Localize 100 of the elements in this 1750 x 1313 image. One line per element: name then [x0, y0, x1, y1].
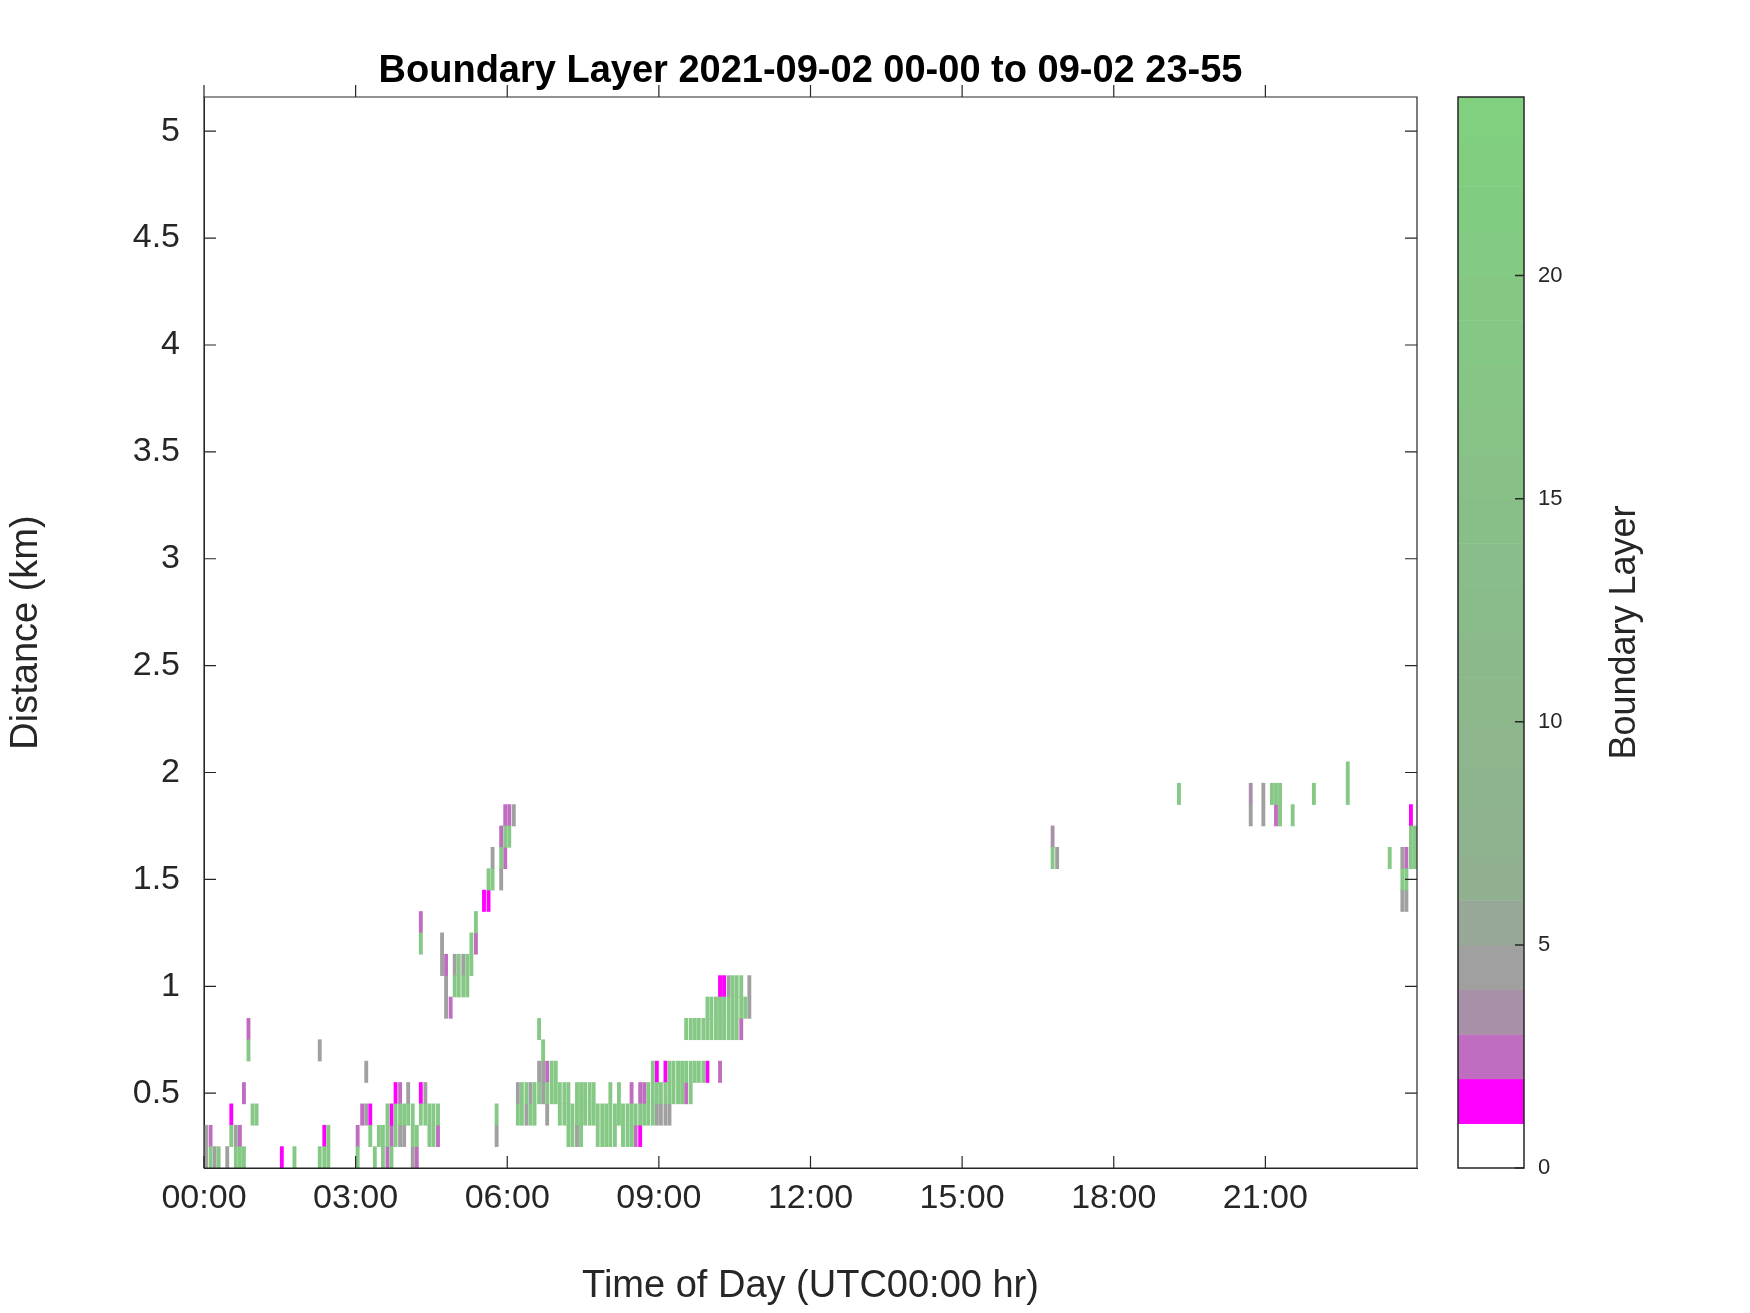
bar [317, 1146, 322, 1168]
bar [688, 1018, 693, 1041]
bar [216, 1146, 221, 1168]
bar [684, 1082, 689, 1105]
y-tick-label: 3 [161, 537, 180, 576]
bar [461, 953, 466, 976]
bar [722, 975, 727, 998]
bar [684, 1018, 689, 1041]
bar [229, 1103, 234, 1126]
x-tick-label: 21:00 [1222, 1176, 1308, 1215]
bar [364, 1103, 369, 1126]
bar [322, 1146, 327, 1168]
bar [718, 1060, 722, 1083]
bar [718, 975, 722, 998]
bar [1055, 847, 1060, 870]
bar [629, 1082, 634, 1105]
bar [511, 804, 516, 827]
bar [452, 953, 457, 976]
x-tick-label: 03:00 [313, 1176, 399, 1215]
color-bar-label: 15 [1538, 484, 1563, 510]
bar [545, 1082, 550, 1105]
bar [726, 975, 731, 998]
bar [494, 1103, 499, 1126]
color-bar-title: Boundary Layer [1601, 505, 1643, 760]
bar [494, 1124, 499, 1147]
bar [355, 1146, 360, 1168]
y-tick-label: 1 [161, 964, 180, 1003]
bar [490, 868, 495, 891]
bar [418, 1082, 423, 1105]
bar [279, 1146, 284, 1168]
bar [1400, 847, 1405, 870]
bar [241, 1082, 246, 1105]
bar [414, 1146, 419, 1168]
chart-title: Boundary Layer 2021-09-02 00-00 to 09-02 23-55 [378, 48, 1243, 90]
bar [507, 804, 512, 827]
y-tick-label: 4 [161, 323, 180, 362]
bar [654, 1060, 659, 1083]
y-axis-title: Distance (km) [3, 515, 46, 750]
x-tick-label: 18:00 [1071, 1176, 1157, 1215]
y-tick-label: 5 [161, 109, 180, 148]
bar [1177, 782, 1181, 805]
bar [638, 1103, 643, 1126]
bar [212, 1146, 217, 1168]
color-bar-label: 5 [1538, 930, 1551, 956]
bar [490, 847, 495, 870]
bar [642, 1082, 647, 1105]
y-tick-label: 0.5 [132, 1071, 180, 1110]
bar [436, 1124, 440, 1147]
bar [1248, 804, 1253, 827]
bar [1274, 804, 1278, 827]
bar [499, 825, 504, 848]
bar [654, 1082, 659, 1105]
color-bar-label: 10 [1538, 707, 1563, 733]
bar [499, 868, 504, 891]
bar [233, 1124, 238, 1147]
bar [473, 911, 478, 934]
bar [507, 825, 512, 848]
bar [448, 996, 453, 1019]
bar [503, 804, 508, 827]
bar [545, 1060, 550, 1083]
bar [515, 1082, 520, 1105]
bar [575, 1124, 579, 1147]
x-tick-label: 12:00 [767, 1176, 854, 1215]
bar [537, 1060, 542, 1083]
bar [444, 953, 449, 976]
bar [473, 932, 478, 955]
y-tick-label: 3.5 [132, 430, 180, 469]
bar [1270, 782, 1274, 805]
bar [696, 1018, 701, 1041]
x-axis-title: Time of Day (UTC00:00 hr) [582, 1262, 1039, 1305]
bar [515, 1103, 520, 1126]
bar [423, 1082, 428, 1105]
bar [237, 1124, 242, 1147]
bar [364, 1060, 369, 1083]
bar [208, 1146, 213, 1168]
bar [402, 1124, 407, 1147]
bar [537, 1082, 542, 1105]
bar [410, 1146, 415, 1168]
bar [1404, 847, 1409, 870]
bar [658, 1082, 663, 1105]
bar [1400, 868, 1405, 891]
bar [398, 1082, 403, 1105]
y-tick-label: 2.5 [132, 644, 180, 683]
bar [1409, 804, 1413, 827]
y-tick-label: 4.5 [132, 216, 180, 255]
bar [482, 889, 486, 912]
bar [654, 1103, 659, 1126]
x-tick-label: 15:00 [919, 1176, 1005, 1215]
bar [208, 1124, 213, 1147]
x-tick-label: 09:00 [616, 1176, 702, 1215]
bar [638, 1124, 643, 1147]
bar [452, 975, 457, 998]
bar [1404, 889, 1409, 912]
bar [237, 1146, 242, 1168]
bar [317, 1039, 322, 1062]
bar [241, 1146, 246, 1168]
bar [739, 1018, 744, 1041]
bar [1400, 889, 1405, 912]
bar [418, 911, 423, 934]
y-tick-label: 2 [161, 750, 180, 789]
